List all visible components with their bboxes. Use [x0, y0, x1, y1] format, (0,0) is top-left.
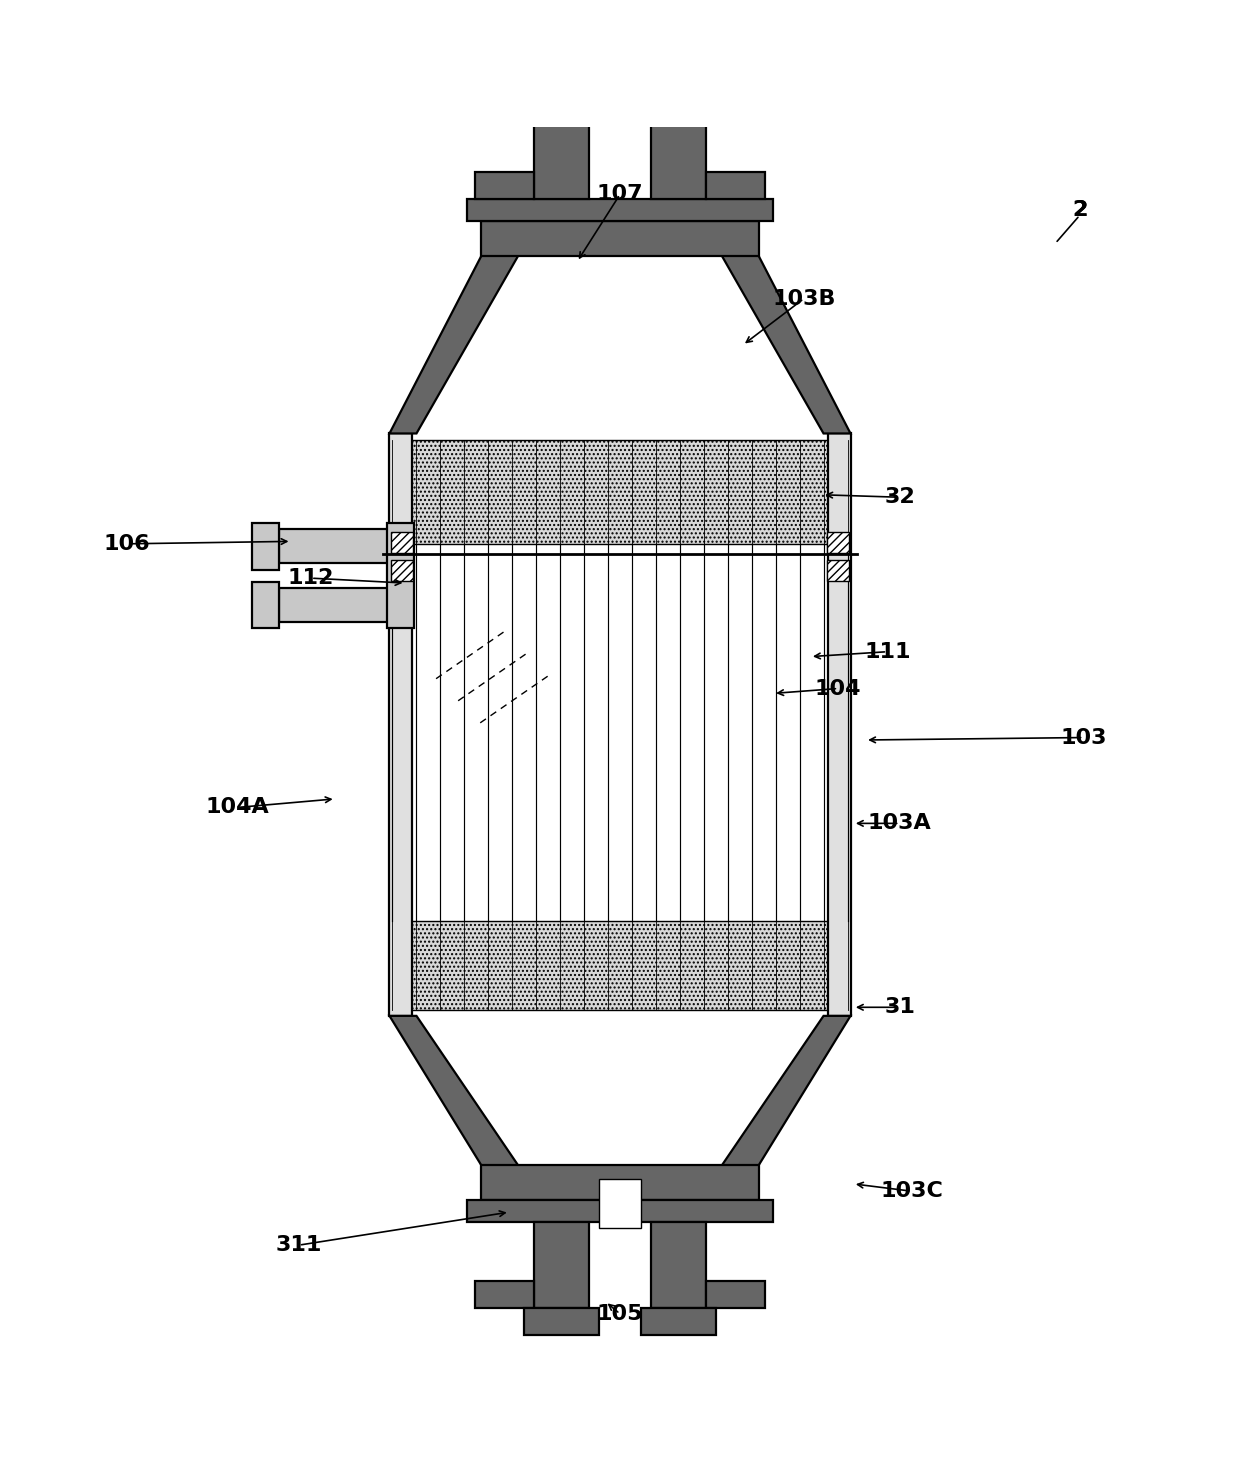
Bar: [475, 1280, 534, 1308]
Bar: [252, 582, 279, 629]
Polygon shape: [389, 256, 518, 434]
Bar: [828, 434, 851, 1015]
Text: 104: 104: [815, 678, 862, 699]
Bar: [466, 1200, 774, 1222]
Text: 2: 2: [1073, 200, 1087, 221]
Text: 103A: 103A: [868, 814, 931, 833]
Bar: [706, 1280, 765, 1308]
Polygon shape: [722, 1015, 851, 1165]
Bar: [389, 434, 412, 1015]
Bar: [599, 1180, 641, 1228]
Text: 104A: 104A: [206, 798, 269, 817]
Text: 31: 31: [884, 998, 915, 1017]
Bar: [475, 172, 534, 200]
Bar: [534, 1222, 589, 1308]
Text: 103C: 103C: [880, 1181, 944, 1202]
Bar: [827, 559, 849, 580]
Bar: [391, 531, 413, 552]
Bar: [252, 522, 279, 570]
Bar: [387, 522, 414, 629]
Bar: [391, 559, 413, 580]
Bar: [641, 1308, 715, 1335]
Bar: [392, 543, 848, 922]
Text: 32: 32: [884, 487, 915, 508]
Text: 107: 107: [596, 185, 644, 204]
Bar: [525, 1308, 599, 1335]
Bar: [481, 222, 759, 256]
Bar: [392, 440, 848, 543]
Text: 311: 311: [275, 1236, 322, 1255]
Bar: [392, 922, 848, 1009]
Bar: [651, 1222, 706, 1308]
Bar: [651, 95, 706, 200]
Bar: [706, 172, 765, 200]
Bar: [534, 95, 589, 200]
Bar: [466, 200, 774, 222]
Text: 112: 112: [288, 568, 335, 588]
Bar: [481, 1165, 759, 1200]
Text: 111: 111: [864, 642, 910, 662]
Polygon shape: [389, 1015, 518, 1165]
Text: 103B: 103B: [773, 289, 836, 309]
Bar: [279, 530, 389, 564]
Text: 105: 105: [596, 1304, 644, 1323]
Bar: [279, 588, 389, 622]
Text: 106: 106: [104, 534, 150, 554]
Bar: [827, 531, 849, 552]
Bar: [525, 68, 599, 95]
Text: 103: 103: [1060, 728, 1107, 747]
Bar: [641, 68, 715, 95]
Text: 2: 2: [1073, 200, 1087, 221]
Polygon shape: [722, 256, 851, 434]
